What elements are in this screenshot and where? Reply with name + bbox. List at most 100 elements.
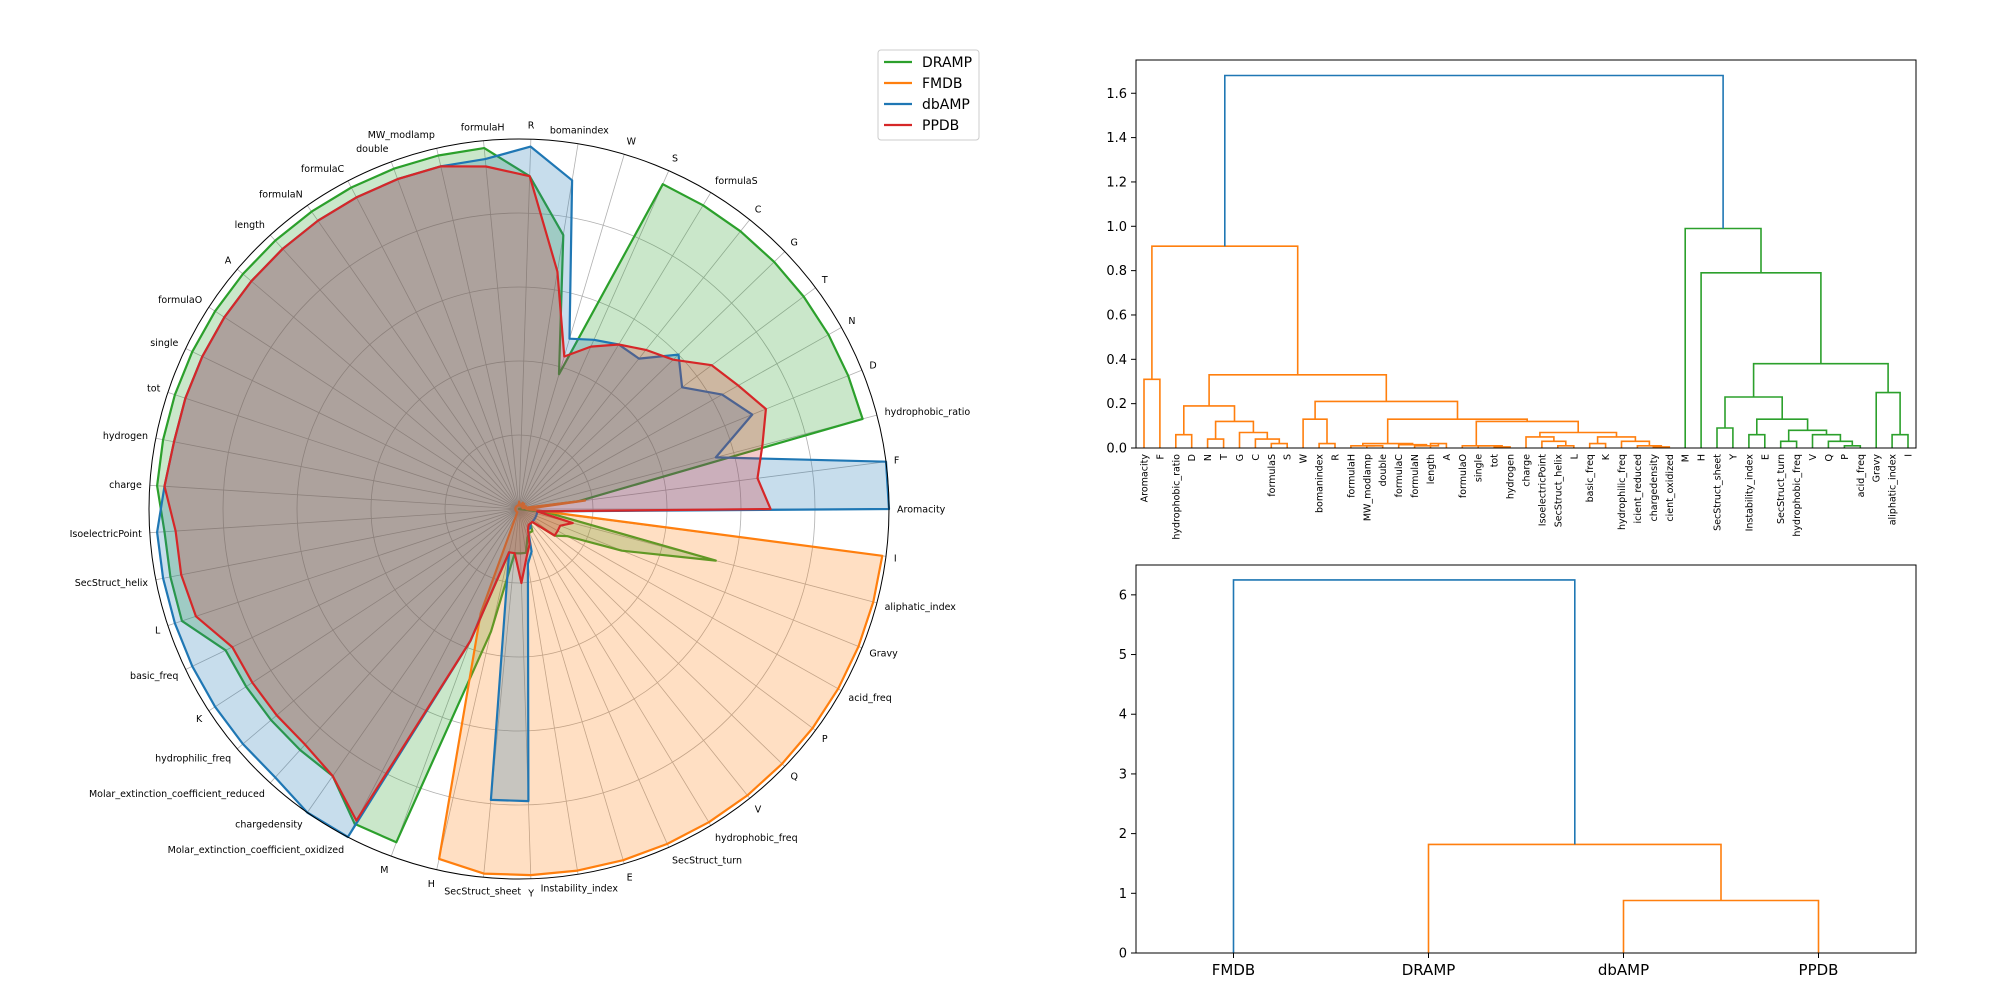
radar-axis-label-molar-extinction-coefficient-reduced: Molar_extinction_coefficient_reduced xyxy=(89,789,265,800)
radar-grid-spoke xyxy=(167,392,520,510)
radar-axis-label-isoelectricpoint: IsoelectricPoint xyxy=(70,529,142,540)
features-dendrogram-link xyxy=(1724,396,1783,428)
radar-legend-label-dbamp: dbAMP xyxy=(922,97,970,113)
radar-grid-spoke xyxy=(518,508,842,691)
features-dendrogram-leaf-label-secstruct-helix: SecStruct_helix xyxy=(1553,454,1564,528)
radar-grid-spoke xyxy=(208,306,520,510)
features-dendrogram-leaf-label-tot: tot xyxy=(1490,454,1501,468)
radar-series-fmdb xyxy=(438,499,884,877)
features-dendrogram-link xyxy=(1475,420,1579,446)
radar-grid-spoke xyxy=(306,508,520,813)
features-dendrogram-ytick-label: 1.4 xyxy=(1106,131,1127,146)
radar-grid-spoke xyxy=(518,139,532,510)
radar-grid-spoke xyxy=(518,327,842,510)
databases-dendrogram-ytick-label: 0 xyxy=(1119,947,1127,962)
radar-axis-label-secstruct-sheet: SecStruct_sheet xyxy=(444,887,521,898)
radar-grid-spoke xyxy=(237,268,520,510)
features-dendrogram-leaf-label-gravy: Gravy xyxy=(1872,454,1883,483)
radar-legend-box xyxy=(877,49,980,141)
databases-dendrogram-ytick-label: 6 xyxy=(1119,588,1127,603)
features-dendrogram-leaf-label-molar-extinction-coefficient-oxidized: cient_oxidized xyxy=(1665,454,1676,522)
features-dendrogram-link xyxy=(1588,442,1607,448)
radar-axis-label-d: D xyxy=(869,360,876,371)
databases-dendrogram-leaf-label-dramp: DRAMP xyxy=(1402,961,1456,979)
radar-grid-spoke xyxy=(483,140,520,510)
radar-axis-label-f: F xyxy=(894,455,899,466)
features-dendrogram-link xyxy=(1318,442,1336,448)
radar-grid-spoke xyxy=(483,508,520,878)
features-dendrogram-link xyxy=(1684,227,1762,448)
radar-grid-spoke xyxy=(518,508,751,799)
features-dendrogram-leaf-label-a: A xyxy=(1442,453,1453,460)
radar-grid-spoke xyxy=(185,508,520,670)
features-dendrogram-link xyxy=(1238,431,1269,448)
radar-grid-spoke xyxy=(518,508,863,649)
features-dendrogram-link xyxy=(1700,272,1822,448)
features-dendrogram-link xyxy=(1461,445,1491,448)
radar-axis-label-formulac: formulaC xyxy=(301,164,345,175)
features-dendrogram-leaf-label-q: Q xyxy=(1824,454,1835,461)
features-dendrogram-leaf-label-d: D xyxy=(1187,454,1198,461)
features-dendrogram-ytick-label: 0.0 xyxy=(1106,442,1127,457)
radar-axis-label-molar-extinction-coefficient-oxidized: Molar_extinction_coefficient_oxidized xyxy=(168,845,345,856)
radar-grid-spoke xyxy=(518,508,816,731)
radar-axis-label-acid-freq: acid_freq xyxy=(848,693,891,704)
radar-axis-label-basic-freq: basic_freq xyxy=(130,671,178,682)
features-dendrogram-leaf-label-hydrophobic-freq: hydrophobic_freq xyxy=(1792,454,1803,537)
radar-axis-label-i: I xyxy=(894,554,897,565)
radar-grid-spoke xyxy=(167,508,520,626)
features-dendrogram-link xyxy=(1206,438,1225,448)
radar-axis-label-formulan: formulaN xyxy=(259,190,303,201)
radar-axis-label-c: C xyxy=(755,204,762,215)
radar-grid-spoke xyxy=(518,414,878,510)
radar-axis-label-p: P xyxy=(822,734,828,745)
radar-axis-label-t: T xyxy=(821,275,828,286)
radar-grid-spoke xyxy=(518,251,786,510)
radar-grid-spoke xyxy=(518,219,751,510)
features-dendrogram-leaf-label-y: Y xyxy=(1728,454,1739,461)
features-dendrogram-ytick-label: 1.0 xyxy=(1106,220,1127,235)
features-dendrogram-leaf-label-g: G xyxy=(1235,454,1246,461)
radar-grid-spoke xyxy=(436,508,520,870)
radar-axis-label-secstruct-helix: SecStruct_helix xyxy=(75,578,149,589)
radar-grid-spoke xyxy=(155,437,520,510)
radar-grid-spoke xyxy=(518,154,625,510)
radar-axis-label-a: A xyxy=(225,256,232,267)
features-dendrogram-link xyxy=(1716,427,1734,448)
features-dendrogram-leaf-label-c: C xyxy=(1251,454,1262,461)
features-dendrogram-link xyxy=(1787,429,1828,442)
radar-axis-label-hydrophobic-freq: hydrophobic_freq xyxy=(715,833,798,844)
radar-grid-spoke xyxy=(518,287,816,510)
radar-axis-label-gravy: Gravy xyxy=(869,649,898,660)
features-dendrogram-leaf-label-hydrophobic-ratio: hydrophobic_ratio xyxy=(1171,454,1182,540)
features-dendrogram-link xyxy=(1224,74,1724,247)
radar-grid-spoke xyxy=(518,508,532,879)
features-dendrogram-link xyxy=(1386,418,1528,444)
radar-series-ppdb xyxy=(163,165,772,822)
features-dendrogram-link xyxy=(1541,440,1567,448)
radar-axis-label-l: L xyxy=(155,626,161,637)
radar-axis-label-hydrogen: hydrogen xyxy=(103,431,148,442)
radar-grid-spoke xyxy=(518,143,579,510)
features-dendrogram-leaf-label-bomanindex: bomanindex xyxy=(1315,454,1326,513)
features-dendrogram-leaf-label-f: F xyxy=(1155,454,1166,459)
radar-axis-label-s: S xyxy=(672,153,678,164)
radar-legend-label-dramp: DRAMP xyxy=(922,55,972,71)
features-dendrogram-link xyxy=(1748,433,1766,448)
radar-legend: DRAMP FMDB dbAMP PPDB xyxy=(877,49,980,141)
features-dendrogram-leaf-label-m: M xyxy=(1681,454,1692,462)
features-dendrogram-leaf-label-h: H xyxy=(1697,454,1708,461)
features-dendrogram-leaf-label-secstruct-sheet: SecStruct_sheet xyxy=(1713,454,1724,531)
features-dendrogram-ytick-label: 0.8 xyxy=(1106,264,1127,279)
features-dendrogram-leaf-label-formulac: formulaC xyxy=(1394,454,1405,498)
radar-grid-spoke xyxy=(149,508,520,534)
radar-axis-label-y: Y xyxy=(527,888,534,899)
databases-dendrogram-leaf-label-dbamp: dbAMP xyxy=(1598,961,1649,979)
radar-axis-label-q: Q xyxy=(791,772,798,783)
radar-grid-spoke xyxy=(347,180,520,510)
radar-grid-spoke xyxy=(436,148,520,510)
radar-grid-spoke xyxy=(306,205,520,510)
features-dendrogram-leaf-label-single: single xyxy=(1474,454,1485,482)
